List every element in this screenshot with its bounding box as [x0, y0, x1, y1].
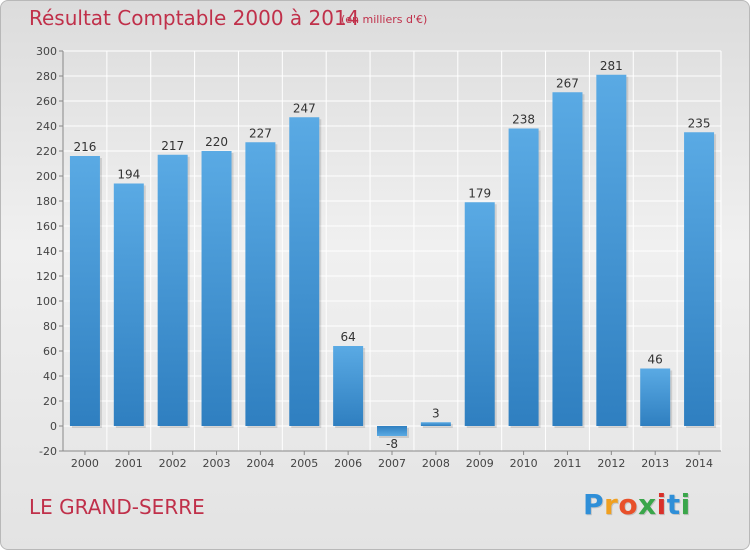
data-label: 194 — [117, 168, 140, 182]
x-tick-label: 2001 — [115, 457, 143, 470]
bar-2013 — [640, 368, 671, 426]
bar-2005 — [289, 117, 320, 426]
x-tick-label: 2010 — [510, 457, 538, 470]
y-tick-label: 220 — [36, 145, 57, 158]
data-label: 238 — [512, 113, 535, 127]
y-tick-label: 100 — [36, 295, 57, 308]
bar-shadow — [422, 424, 453, 428]
bar-series — [69, 74, 717, 438]
bar-2011 — [552, 92, 583, 426]
x-tick-label: 2014 — [685, 457, 713, 470]
logo-letter: t — [666, 488, 681, 521]
bar-2002 — [157, 154, 188, 426]
x-tick-label: 2012 — [597, 457, 625, 470]
bar-2004 — [245, 142, 276, 426]
x-tick-label: 2007 — [378, 457, 406, 470]
data-label: 3 — [432, 406, 440, 420]
commune-name: LE GRAND-SERRE — [29, 495, 205, 519]
data-label: 217 — [161, 139, 184, 153]
y-tick-label: 200 — [36, 170, 57, 183]
y-tick-label: 40 — [43, 370, 57, 383]
bar-2014 — [684, 132, 715, 426]
logo-letter: x — [638, 488, 657, 521]
x-tick-label: 2011 — [553, 457, 581, 470]
logo-letter: P — [583, 488, 605, 521]
x-tick-label: 2008 — [422, 457, 450, 470]
y-tick-label: 0 — [50, 420, 57, 433]
chart-title: Résultat Comptable 2000 à 2014 — [29, 6, 360, 30]
data-label: 179 — [468, 186, 491, 200]
x-tick-label: 2005 — [290, 457, 318, 470]
bar-2008 — [420, 422, 451, 426]
x-tick-label: 2004 — [246, 457, 274, 470]
data-labels: 216 194 217 220 227 247 64 -8 3 179 238 267 281 46 235 — [73, 59, 710, 451]
y-tick-label: 280 — [36, 70, 57, 83]
bar-2003 — [201, 151, 232, 426]
logo-letter: r — [604, 488, 619, 521]
bar-2006 — [333, 346, 364, 426]
data-label: 247 — [293, 101, 316, 115]
data-label: 267 — [556, 76, 579, 90]
y-tick-label: 20 — [43, 395, 57, 408]
x-tick-label: 2009 — [466, 457, 494, 470]
y-tick-label: 260 — [36, 95, 57, 108]
x-tick-label: 2003 — [203, 457, 231, 470]
x-tick-label: 2013 — [641, 457, 669, 470]
y-tick-label: 120 — [36, 270, 57, 283]
data-label: 235 — [688, 116, 711, 130]
bar-2009 — [464, 202, 495, 426]
bar-2007 — [377, 426, 407, 436]
y-tick-label: 80 — [43, 320, 57, 333]
logo-letter: i — [656, 488, 667, 521]
data-label: 64 — [340, 330, 355, 344]
data-label: -8 — [386, 437, 398, 451]
bar-2001 — [113, 183, 144, 426]
data-label: 46 — [648, 353, 663, 367]
data-label: 227 — [249, 126, 272, 140]
x-tick-label: 2000 — [71, 457, 99, 470]
y-tick-label: -20 — [39, 445, 57, 458]
y-tick-label: 180 — [36, 195, 57, 208]
bar-2012 — [596, 74, 627, 426]
bar-2000 — [69, 156, 100, 426]
data-label: 220 — [205, 135, 228, 149]
y-tick-label: 140 — [36, 245, 57, 258]
data-label: 216 — [73, 140, 96, 154]
x-tick-label: 2002 — [159, 457, 187, 470]
y-tick-label: 300 — [36, 45, 57, 58]
bar-2010 — [508, 128, 539, 426]
x-axis: 2000 2001 2002 2003 2004 2005 2006 2007 2008 2009… — [71, 451, 713, 470]
y-tick-label: 160 — [36, 220, 57, 233]
chart-subtitle: (en milliers d'€) — [341, 13, 428, 26]
y-tick-label: 240 — [36, 120, 57, 133]
logo-letter: o — [618, 488, 639, 521]
logo-letter: i — [680, 488, 691, 521]
y-tick-label: 60 — [43, 345, 57, 358]
data-label: 281 — [600, 59, 623, 73]
x-tick-label: 2006 — [334, 457, 362, 470]
proxiti-logo: Proxiti — [583, 488, 691, 521]
